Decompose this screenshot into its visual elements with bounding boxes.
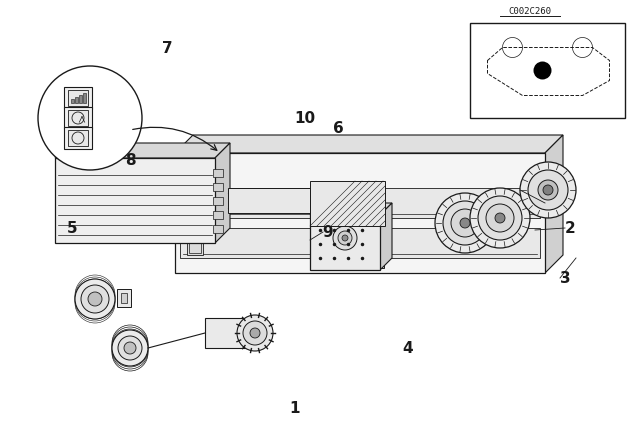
Bar [68, 90, 88, 106]
Text: 6: 6 [333, 121, 344, 135]
Circle shape [333, 226, 357, 250]
Circle shape [478, 196, 522, 240]
Circle shape [38, 66, 142, 170]
Bar [189, 211, 201, 223]
Circle shape [528, 170, 568, 210]
Polygon shape [380, 203, 392, 270]
Circle shape [88, 292, 102, 306]
Polygon shape [55, 143, 230, 158]
Bar [79, 95, 82, 103]
Bar [213, 225, 223, 233]
Circle shape [112, 330, 148, 366]
Polygon shape [215, 143, 230, 243]
Text: 9: 9 [323, 224, 333, 240]
Bar [213, 211, 223, 219]
Bar [68, 110, 88, 126]
Bar [213, 169, 223, 177]
Bar [121, 293, 127, 303]
Bar [75, 97, 78, 103]
Bar [68, 130, 88, 146]
Bar [213, 197, 223, 205]
Bar [189, 181, 201, 193]
Circle shape [520, 162, 576, 218]
Circle shape [543, 185, 553, 195]
Polygon shape [310, 203, 392, 215]
Text: 10: 10 [294, 111, 316, 125]
Text: 8: 8 [125, 152, 135, 168]
Circle shape [534, 61, 552, 79]
Bar [187, 179, 203, 195]
Bar [228, 188, 310, 213]
Bar [370, 254, 384, 268]
Circle shape [495, 213, 505, 223]
Polygon shape [180, 228, 540, 258]
Polygon shape [175, 153, 545, 273]
Bar [64, 107, 92, 129]
Circle shape [237, 315, 273, 351]
Text: 3: 3 [560, 271, 570, 285]
Bar [189, 241, 201, 253]
Polygon shape [310, 181, 385, 226]
Bar [205, 318, 245, 348]
Text: 5: 5 [67, 220, 77, 236]
Circle shape [486, 204, 514, 232]
Bar [64, 127, 92, 149]
Circle shape [342, 235, 348, 241]
Circle shape [124, 342, 136, 354]
Circle shape [75, 279, 115, 319]
Bar [213, 183, 223, 191]
Circle shape [443, 201, 487, 245]
Bar [71, 99, 74, 103]
Text: C002C260: C002C260 [509, 7, 552, 16]
Circle shape [451, 209, 479, 237]
Bar [83, 93, 86, 103]
Circle shape [81, 285, 109, 313]
Text: 2: 2 [564, 220, 575, 236]
Circle shape [338, 231, 352, 245]
Circle shape [118, 336, 142, 360]
Polygon shape [545, 135, 563, 273]
Polygon shape [310, 215, 380, 270]
Circle shape [243, 321, 267, 345]
Bar [470, 23, 625, 118]
Text: 7: 7 [162, 40, 172, 56]
Polygon shape [175, 135, 563, 153]
Bar [187, 239, 203, 255]
Polygon shape [180, 188, 540, 218]
Circle shape [470, 188, 530, 248]
Text: 1: 1 [290, 401, 300, 415]
Circle shape [435, 193, 495, 253]
Circle shape [538, 180, 558, 200]
Circle shape [460, 218, 470, 228]
Bar [117, 289, 131, 307]
Bar [187, 209, 203, 225]
Circle shape [250, 328, 260, 338]
Bar [64, 87, 92, 109]
Text: 4: 4 [403, 340, 413, 356]
Polygon shape [55, 158, 215, 243]
